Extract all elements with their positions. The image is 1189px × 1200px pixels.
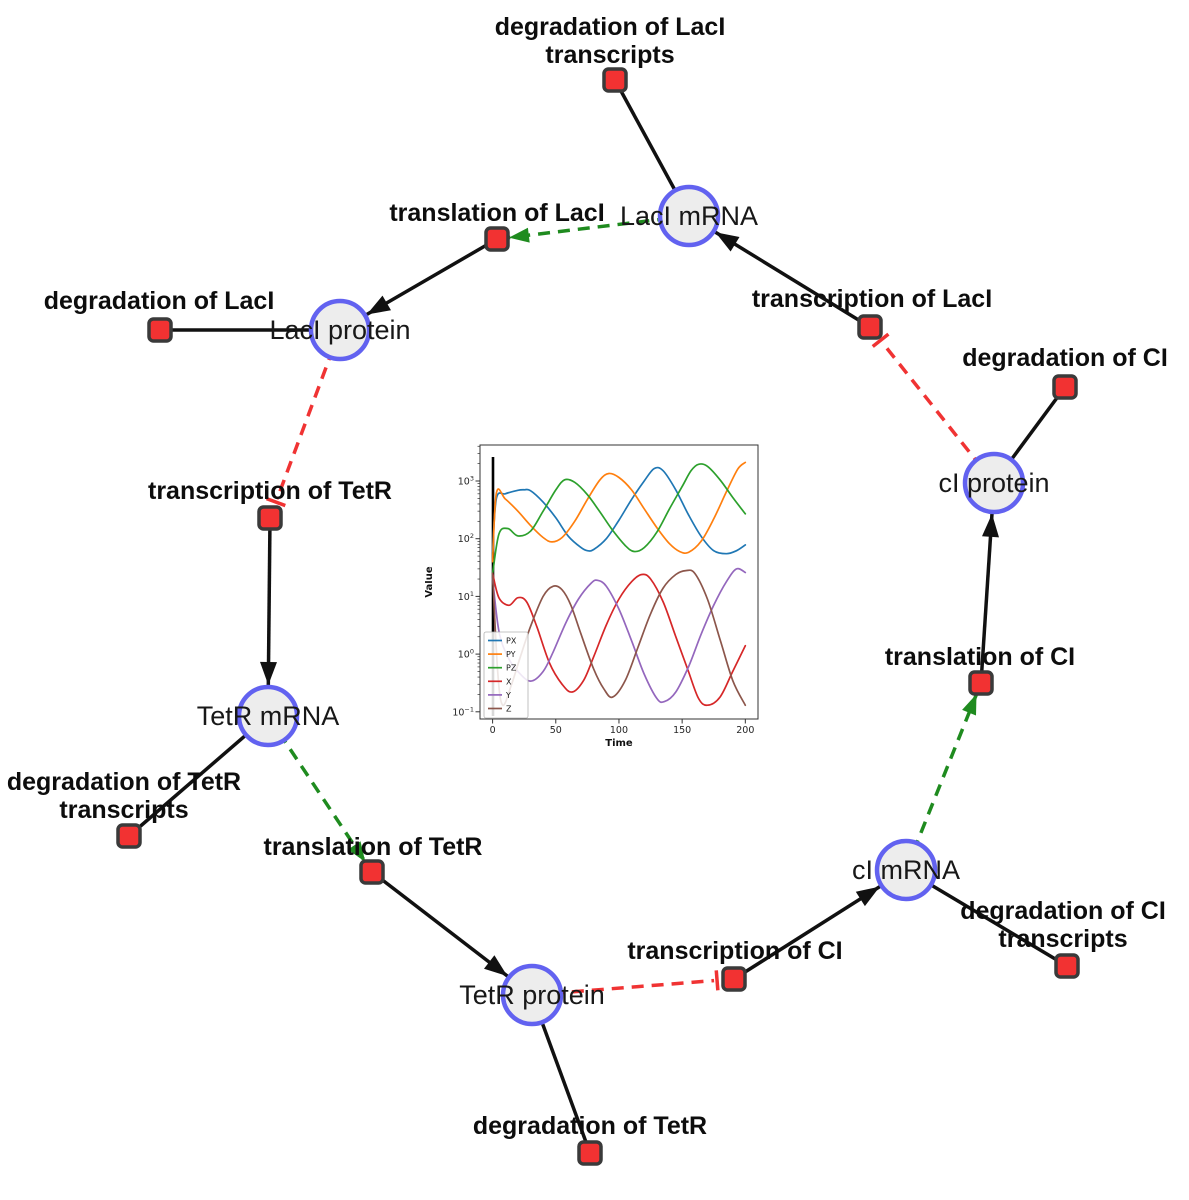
reaction-node-deg-ci-transcripts[interactable] [1054,953,1080,979]
inhibition-bar-edge-laci-protein-transcription-tetr [265,496,286,508]
reaction-label-deg-tetr-transcripts: degradation of TetR [7,768,241,796]
reaction-label-deg-laci-transcripts: transcripts [545,41,674,69]
legend-label-PX: PX [506,637,517,646]
x-tick-label: 150 [673,725,691,736]
y-tick-label: 10−1 [452,705,474,718]
reaction-node-deg-tetr[interactable] [577,1140,603,1166]
x-tick-label: 50 [550,725,562,736]
y-tick-label: 101 [458,590,474,603]
reaction-label-transcription-laci: transcription of LacI [752,285,992,313]
arrowhead-edge-laci-mrna-translation-laci [508,227,530,243]
arrowhead-edge-ci-mrna-translation-ci [962,694,977,716]
axis-tick-labels: 0 50 100 150 200 10−1 100 101 102 103 [452,475,754,737]
inset-plot: 0 50 100 150 20010−1100101102103TimeValuePXP… [425,444,759,749]
arrowhead-edge-translation-laci-laci-protein [366,295,391,315]
reaction-node-deg-tetr-transcripts[interactable] [116,823,142,849]
arrowhead-edge-translation-ci-ci-protein [982,513,999,538]
y-tick-label: 100 [458,648,474,661]
reaction-label-transcription-tetr: transcription of TetR [148,477,392,505]
series-X [491,572,747,707]
inhibition-bar-edge-ci-protein-transcription-laci [871,332,890,348]
reaction-label-translation-ci: translation of CI [885,643,1075,671]
reaction-label-deg-laci-transcripts: degradation of LacI [495,13,726,41]
species-label-ci-protein: cI protein [938,468,1049,498]
arrowhead-edge-transcription-tetr-tetr-mrna [260,661,277,685]
reaction-label-translation-tetr: translation of TetR [264,833,483,861]
reaction-label-deg-laci: degradation of LacI [44,287,275,315]
species-node-laci-protein[interactable] [308,298,372,362]
y-axis-title: Value [425,566,435,597]
reaction-label-translation-laci: translation of LacI [389,199,604,227]
reaction-node-translation-tetr[interactable] [359,859,385,885]
reaction-node-deg-laci-transcripts[interactable] [602,67,628,93]
edge-laci-mrna-translation-laci [496,214,690,241]
arrowhead-edge-translation-tetr-tetr-protein [484,955,508,977]
legend: PX PY PZ XYZ [483,631,529,719]
reaction-node-transcription-ci[interactable] [721,966,747,992]
series-PX [491,466,747,555]
x-tick-label: 100 [610,725,628,736]
species-node-ci-mrna[interactable] [874,838,938,902]
legend-label-PZ: PZ [506,664,517,673]
axis-ticks [475,445,746,724]
reaction-label-deg-tetr-transcripts: transcripts [59,796,188,824]
reaction-label-deg-ci-transcripts: transcripts [998,925,1127,953]
legend-label-Z: Z [506,705,512,714]
species-node-laci-mrna[interactable] [657,184,721,248]
reaction-label-transcription-ci: transcription of CI [627,937,842,965]
reaction-node-translation-ci[interactable] [968,670,994,696]
reaction-node-transcription-laci[interactable] [857,314,883,340]
series-PY [491,461,747,563]
reaction-node-deg-ci[interactable] [1052,374,1078,400]
species-label-laci-mrna: LacI mRNA [620,201,758,231]
reaction-node-translation-laci[interactable] [484,226,510,252]
species-label-laci-protein: LacI protein [269,315,410,345]
series-Y [491,567,747,704]
nodes-layer [116,67,1080,1166]
species-node-tetr-protein[interactable] [500,963,564,1027]
reaction-label-deg-ci: degradation of CI [962,344,1168,372]
species-node-tetr-mrna[interactable] [236,684,300,748]
x-tick-label: 200 [736,725,754,736]
x-tick-label: 0 [490,725,496,736]
x-axis-title: Time [605,738,633,749]
reaction-label-deg-ci-transcripts: degradation of CI [960,897,1166,925]
reaction-node-deg-laci[interactable] [147,317,173,343]
arrowheads-layer [260,227,999,991]
species-label-ci-mrna: cI mRNA [852,855,960,885]
arrowhead-edge-transcription-ci-ci-mrna [855,886,880,907]
legend-label-Y: Y [505,691,511,700]
legend-label-PY: PY [506,650,516,659]
legend-label-X: X [506,677,512,686]
species-label-tetr-mrna: TetR mRNA [197,701,340,731]
edge-ci-mrna-translation-ci [904,682,983,871]
reaction-label-deg-tetr: degradation of TetR [473,1112,707,1140]
species-node-ci-protein[interactable] [962,451,1026,515]
reaction-node-transcription-tetr[interactable] [257,505,283,531]
y-tick-label: 103 [458,475,474,488]
labels-layer: degradation of LacItranscriptstranslatio… [7,13,1168,1140]
arrowhead-edge-transcription-laci-laci-mrna [715,232,740,252]
arrowhead-edge-tetr-mrna-translation-tetr [348,841,366,862]
y-tick-label: 102 [458,532,474,545]
species-label-tetr-protein: TetR protein [459,980,605,1010]
inhibition-bar-edge-tetr-protein-transcription-ci [714,970,720,991]
series-PZ [491,463,747,575]
